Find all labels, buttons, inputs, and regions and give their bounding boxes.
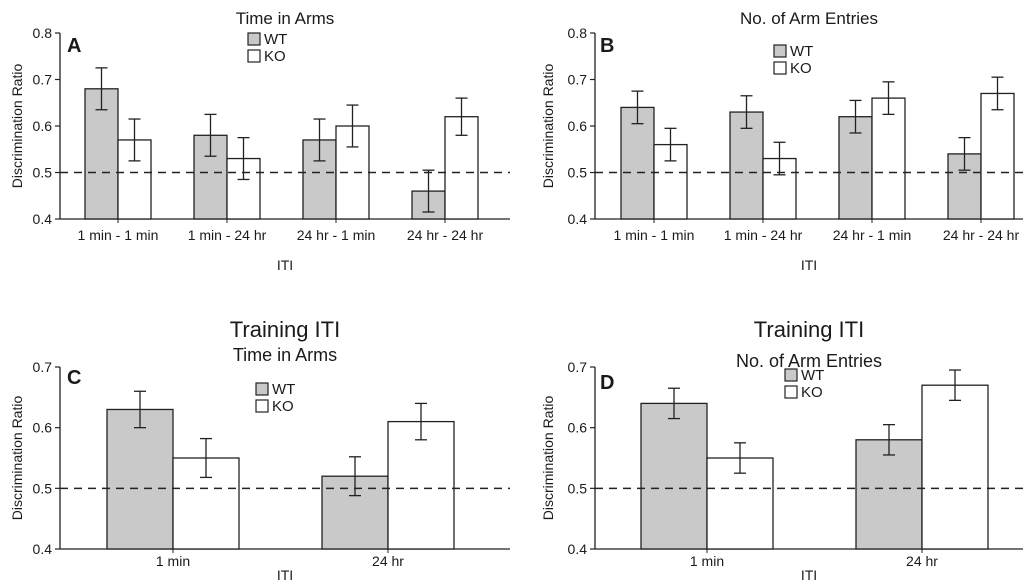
legend-swatch-wt — [247, 32, 261, 46]
x-tick-label: 1 min — [156, 553, 190, 569]
legend-label-wt: WT — [790, 43, 813, 60]
y-tick-label: 0.4 — [33, 211, 53, 227]
y-tick-label: 0.8 — [33, 25, 53, 41]
y-tick-label: 0.7 — [568, 72, 588, 88]
x-axis-label: ITI — [277, 567, 293, 582]
chart-panel-d: Training ITI No. of Arm Entries D 0.4 0.5 0.6… — [540, 317, 1023, 582]
bar-wt-0 — [640, 402, 708, 550]
legend-swatch-ko — [247, 49, 261, 63]
legend-swatch-wt — [255, 382, 269, 396]
x-tick-label: 24 hr — [906, 553, 938, 569]
legend-swatch-ko — [255, 399, 269, 413]
legend-label-wt: WT — [801, 367, 824, 384]
chart-supertitle: Training ITI — [230, 317, 340, 342]
legend-swatch-wt — [773, 44, 787, 58]
y-axis-label: Discrimination Ratio — [540, 396, 556, 521]
x-tick-label: 1 min - 1 min — [614, 227, 695, 243]
x-tick-label: 24 hr - 24 hr — [407, 227, 484, 243]
y-tick-label: 0.7 — [33, 359, 53, 375]
chart-title: Time in Arms — [233, 345, 337, 365]
x-tick-label: 1 min - 24 hr — [188, 227, 267, 243]
y-tick-label: 0.7 — [33, 72, 53, 88]
legend-label-ko: KO — [790, 60, 812, 77]
chart-panel-b: No. of Arm Entries B 0.4 0.5 0.6 0.7 0.8 Discri… — [540, 9, 1023, 273]
x-axis-label: ITI — [277, 257, 293, 273]
y-tick-label: 0.8 — [568, 25, 588, 41]
bar-wt-1 — [855, 439, 923, 550]
bar-wt-0 — [84, 88, 119, 220]
panel-letter: C — [67, 367, 81, 389]
legend-label-wt: WT — [264, 31, 287, 48]
legend-label-ko: KO — [272, 398, 294, 415]
chart-title: Time in Arms — [236, 9, 335, 28]
y-axis-label: Discrimination Ratio — [9, 64, 25, 189]
legend-label-ko: KO — [801, 384, 823, 401]
bar-wt-2 — [838, 116, 873, 220]
panel-letter: D — [600, 372, 614, 394]
y-tick-label: 0.4 — [568, 211, 588, 227]
y-tick-label: 0.4 — [33, 541, 53, 557]
y-tick-label: 0.5 — [33, 165, 53, 181]
legend-label-ko: KO — [264, 48, 286, 65]
x-tick-label: 24 hr - 24 hr — [943, 227, 1020, 243]
panel-letter: A — [67, 35, 81, 57]
x-tick-label: 1 min — [690, 553, 724, 569]
y-axis-label: Discrimination Ratio — [9, 396, 25, 521]
chart-title: No. of Arm Entries — [736, 351, 882, 371]
x-axis-label: ITI — [801, 567, 817, 582]
legend-label-wt: WT — [272, 381, 295, 398]
x-axis-label: ITI — [801, 257, 817, 273]
y-tick-label: 0.4 — [568, 541, 588, 557]
y-axis-label: Discrimination Ratio — [540, 64, 556, 189]
chart-panel-c: Training ITI Time in Arms C 0.4 0.5 0.6 0.7 Dis… — [9, 317, 510, 582]
y-tick-label: 0.5 — [568, 165, 588, 181]
bar-ko-2 — [871, 97, 906, 220]
y-tick-label: 0.5 — [33, 480, 53, 496]
bar-wt-1 — [729, 111, 764, 220]
y-tick-label: 0.6 — [568, 420, 588, 436]
bar-wt-0 — [106, 408, 174, 550]
bar-ko-1 — [921, 384, 989, 550]
x-tick-label: 1 min - 24 hr — [724, 227, 803, 243]
bar-wt-0 — [620, 106, 655, 220]
chart-title: No. of Arm Entries — [740, 9, 878, 28]
y-tick-label: 0.6 — [33, 118, 53, 134]
chart-supertitle: Training ITI — [754, 317, 864, 342]
bar-ko-3 — [980, 92, 1015, 220]
y-tick-label: 0.5 — [568, 480, 588, 496]
x-tick-label: 1 min - 1 min — [78, 227, 159, 243]
y-tick-label: 0.6 — [568, 118, 588, 134]
x-tick-label: 24 hr - 1 min — [833, 227, 912, 243]
bar-ko-1 — [387, 420, 455, 550]
y-tick-label: 0.6 — [33, 420, 53, 436]
x-tick-label: 24 hr — [372, 553, 404, 569]
chart-panel-a: Time in Arms A 0.4 0.5 0.6 0.7 0.8 Discriminati… — [9, 9, 510, 273]
legend-swatch-wt — [784, 368, 798, 382]
x-tick-label: 24 hr - 1 min — [297, 227, 376, 243]
legend-swatch-ko — [784, 385, 798, 399]
y-tick-label: 0.7 — [568, 359, 588, 375]
panel-letter: B — [600, 35, 614, 57]
legend-swatch-ko — [773, 61, 787, 75]
